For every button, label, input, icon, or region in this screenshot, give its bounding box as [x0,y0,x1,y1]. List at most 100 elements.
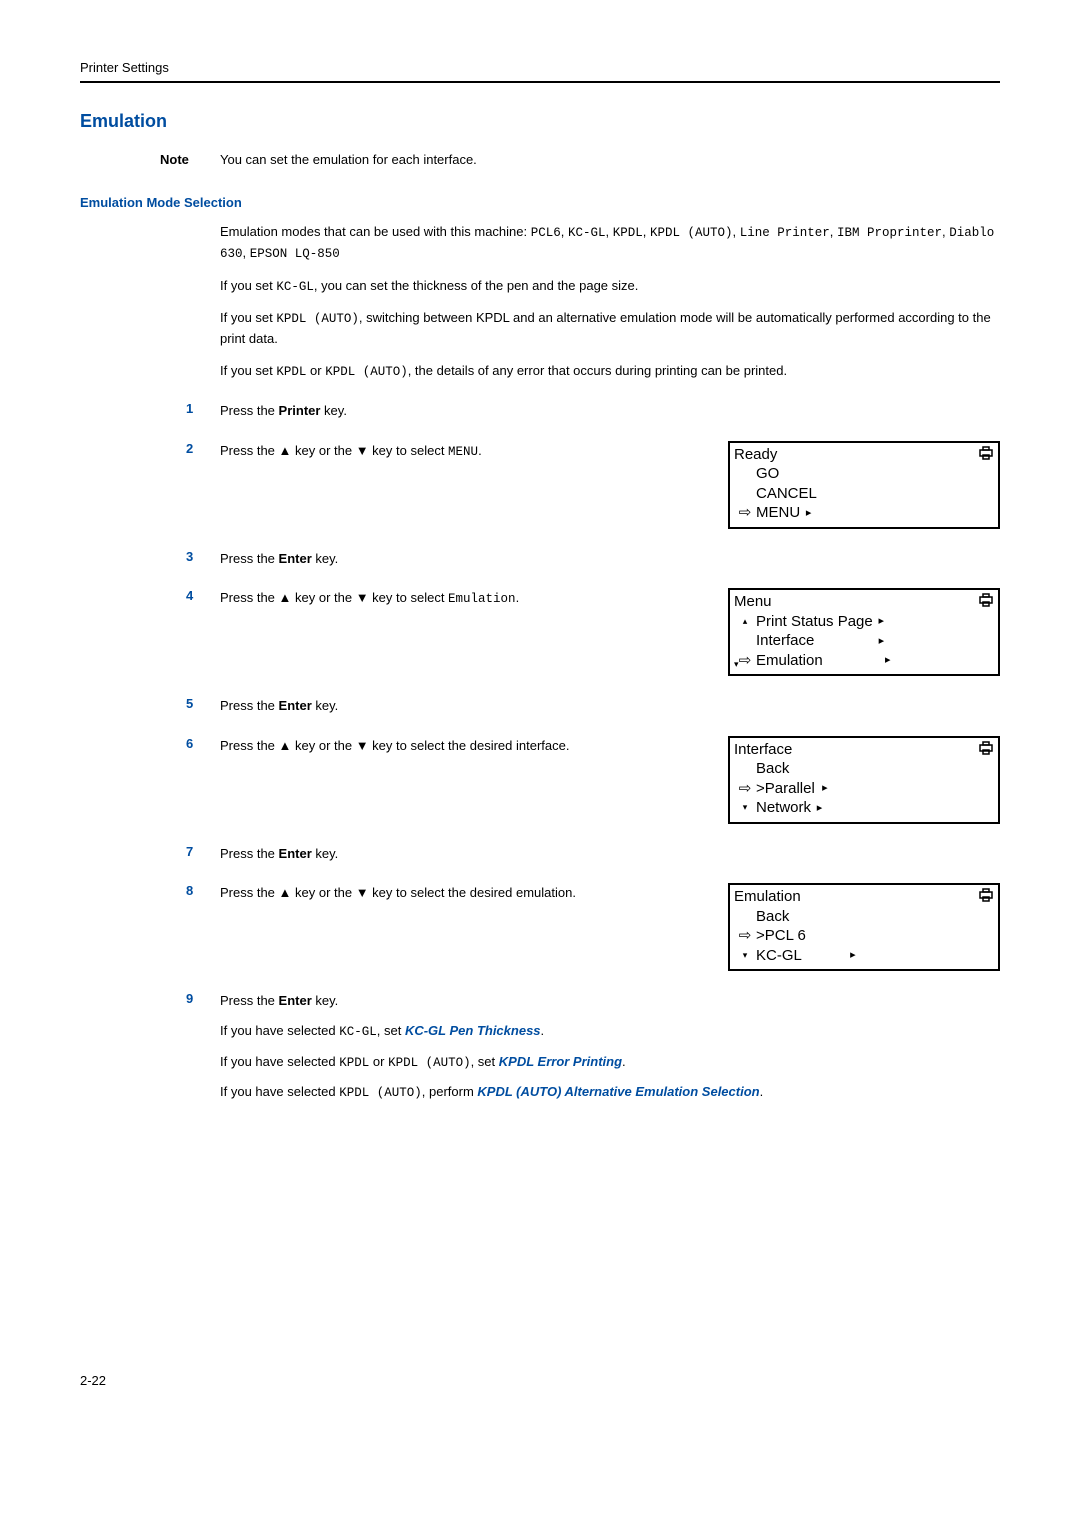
t: , perform [422,1084,478,1099]
intro-p2: If you set KC-GL, you can set the thickn… [220,276,1000,297]
step-4: 4 Press the ▲ key or the ▼ key to select… [186,588,1000,676]
t: , [561,224,568,239]
link-kpdl-error[interactable]: KPDL Error Printing [499,1054,622,1069]
mono: KPDL (AUTO) [276,312,359,326]
printer-icon [978,740,994,762]
mono: KPDL (AUTO) [339,1086,422,1100]
note-text: You can set the emulation for each inter… [220,152,477,167]
t: Enter [279,846,312,861]
t: key. [312,698,339,713]
mono: KPDL [339,1056,369,1070]
step-num: 5 [186,696,220,711]
t: or [369,1054,388,1069]
lcd-title: Ready [734,445,994,465]
t: , the details of any error that occurs d… [408,363,787,378]
submenu-icon: ▸ [873,614,887,628]
lcd-title: Emulation [734,887,994,907]
mono: KC-GL [568,226,606,240]
submenu-icon: ▸ [815,781,829,795]
scroll-down-icon: ▾ [734,950,756,962]
link-kpdl-auto-alt[interactable]: KPDL (AUTO) Alternative Emulation Select… [477,1084,759,1099]
t: Emulation modes that can be used with th… [220,224,531,239]
step-num: 9 [186,991,220,1006]
step-num: 1 [186,401,220,416]
note-row: Note You can set the emulation for each … [160,152,1000,167]
lcd-row: GO [756,464,779,484]
step-text: Press the ▲ key or the ▼ key to select M… [220,441,708,462]
t: If you have selected [220,1023,339,1038]
step-3: 3 Press the Enter key. [186,549,1000,569]
step-2: 2 Press the ▲ key or the ▼ key to select… [186,441,1000,529]
t: , set [471,1054,499,1069]
submenu-icon: ▸ [874,634,888,648]
step-num: 6 [186,736,220,751]
step-text: Press the Printer key. [220,401,1000,421]
lcd-title: Menu [734,592,994,612]
step-num: 4 [186,588,220,603]
subsection-heading: Emulation Mode Selection [80,195,1000,210]
lcd-row: >Parallel [756,779,815,799]
t: . [622,1054,626,1069]
step-6: 6 Press the ▲ key or the ▼ key to select… [186,736,1000,824]
t: Press the ▲ key or the ▼ key to select [220,443,448,458]
mono: IBM Proprinter [837,226,942,240]
mono: Emulation [448,592,516,606]
step-text: Press the Enter key. [220,844,1000,864]
lcd-row: Network [756,798,811,818]
lcd-row: Back [756,907,789,927]
step-text: Press the Enter key. [220,696,1000,716]
lcd-row: CANCEL [756,484,817,504]
step-7: 7 Press the Enter key. [186,844,1000,864]
t: , [606,224,613,239]
t: key. [312,846,339,861]
printer-icon [978,592,994,614]
mono: KPDL (AUTO) [388,1056,471,1070]
mono: KC-GL [276,280,314,294]
lcd-ready: Ready GO CANCEL ⇨MENU ▸ [728,441,1000,529]
t: Press the ▲ key or the ▼ key to select t… [220,738,569,753]
t: , [643,224,650,239]
step-num: 2 [186,441,220,456]
t: , [243,245,250,260]
t: . [478,443,482,458]
section-heading: Emulation [80,111,1000,132]
arrow-right-icon: ▾⇨ [734,651,756,671]
t: . [760,1084,764,1099]
lcd-interface: Interface Back ⇨>Parallel ▸ ▾Network ▸ [728,736,1000,824]
t: , set [377,1023,405,1038]
t: , [733,224,740,239]
lcd-emulation: Emulation Back ⇨>PCL 6 ▾KC-GL▸ [728,883,1000,971]
intro-p1: Emulation modes that can be used with th… [220,222,1000,264]
t: If you set [220,278,276,293]
lcd-row: Emulation [756,651,823,671]
mono: KC-GL [339,1025,377,1039]
intro-p3: If you set KPDL (AUTO), switching betwee… [220,308,1000,348]
t: Enter [279,698,312,713]
mono: KPDL [276,365,306,379]
t: Enter [279,551,312,566]
step-num: 8 [186,883,220,898]
lcd-row: MENU [756,503,800,523]
link-kcgl-pen[interactable]: KC-GL Pen Thickness [405,1023,541,1038]
lcd-row: Back [756,759,789,779]
t: If you set [220,363,276,378]
t: , you can set the thickness of the pen a… [314,278,639,293]
submenu-icon: ▸ [881,653,895,667]
mono: EPSON LQ-850 [250,247,340,261]
lcd-row: Interface [756,631,814,651]
t: Press the ▲ key or the ▼ key to select [220,590,448,605]
t: or [306,363,325,378]
t: key. [312,993,339,1008]
mono: MENU [448,445,478,459]
t: Press the [220,846,279,861]
t: . [516,590,520,605]
mono: KPDL [613,226,643,240]
scroll-up-icon: ▴ [734,616,756,628]
step-num: 3 [186,549,220,564]
submenu-icon: ▸ [800,506,814,520]
lcd-menu: Menu ▴Print Status Page ▸ Interface▸ ▾⇨E… [728,588,1000,676]
t: Press the [220,403,279,418]
t: key. [312,551,339,566]
step-text: Press the Enter key. [220,549,1000,569]
t: Press the ▲ key or the ▼ key to select t… [220,885,576,900]
